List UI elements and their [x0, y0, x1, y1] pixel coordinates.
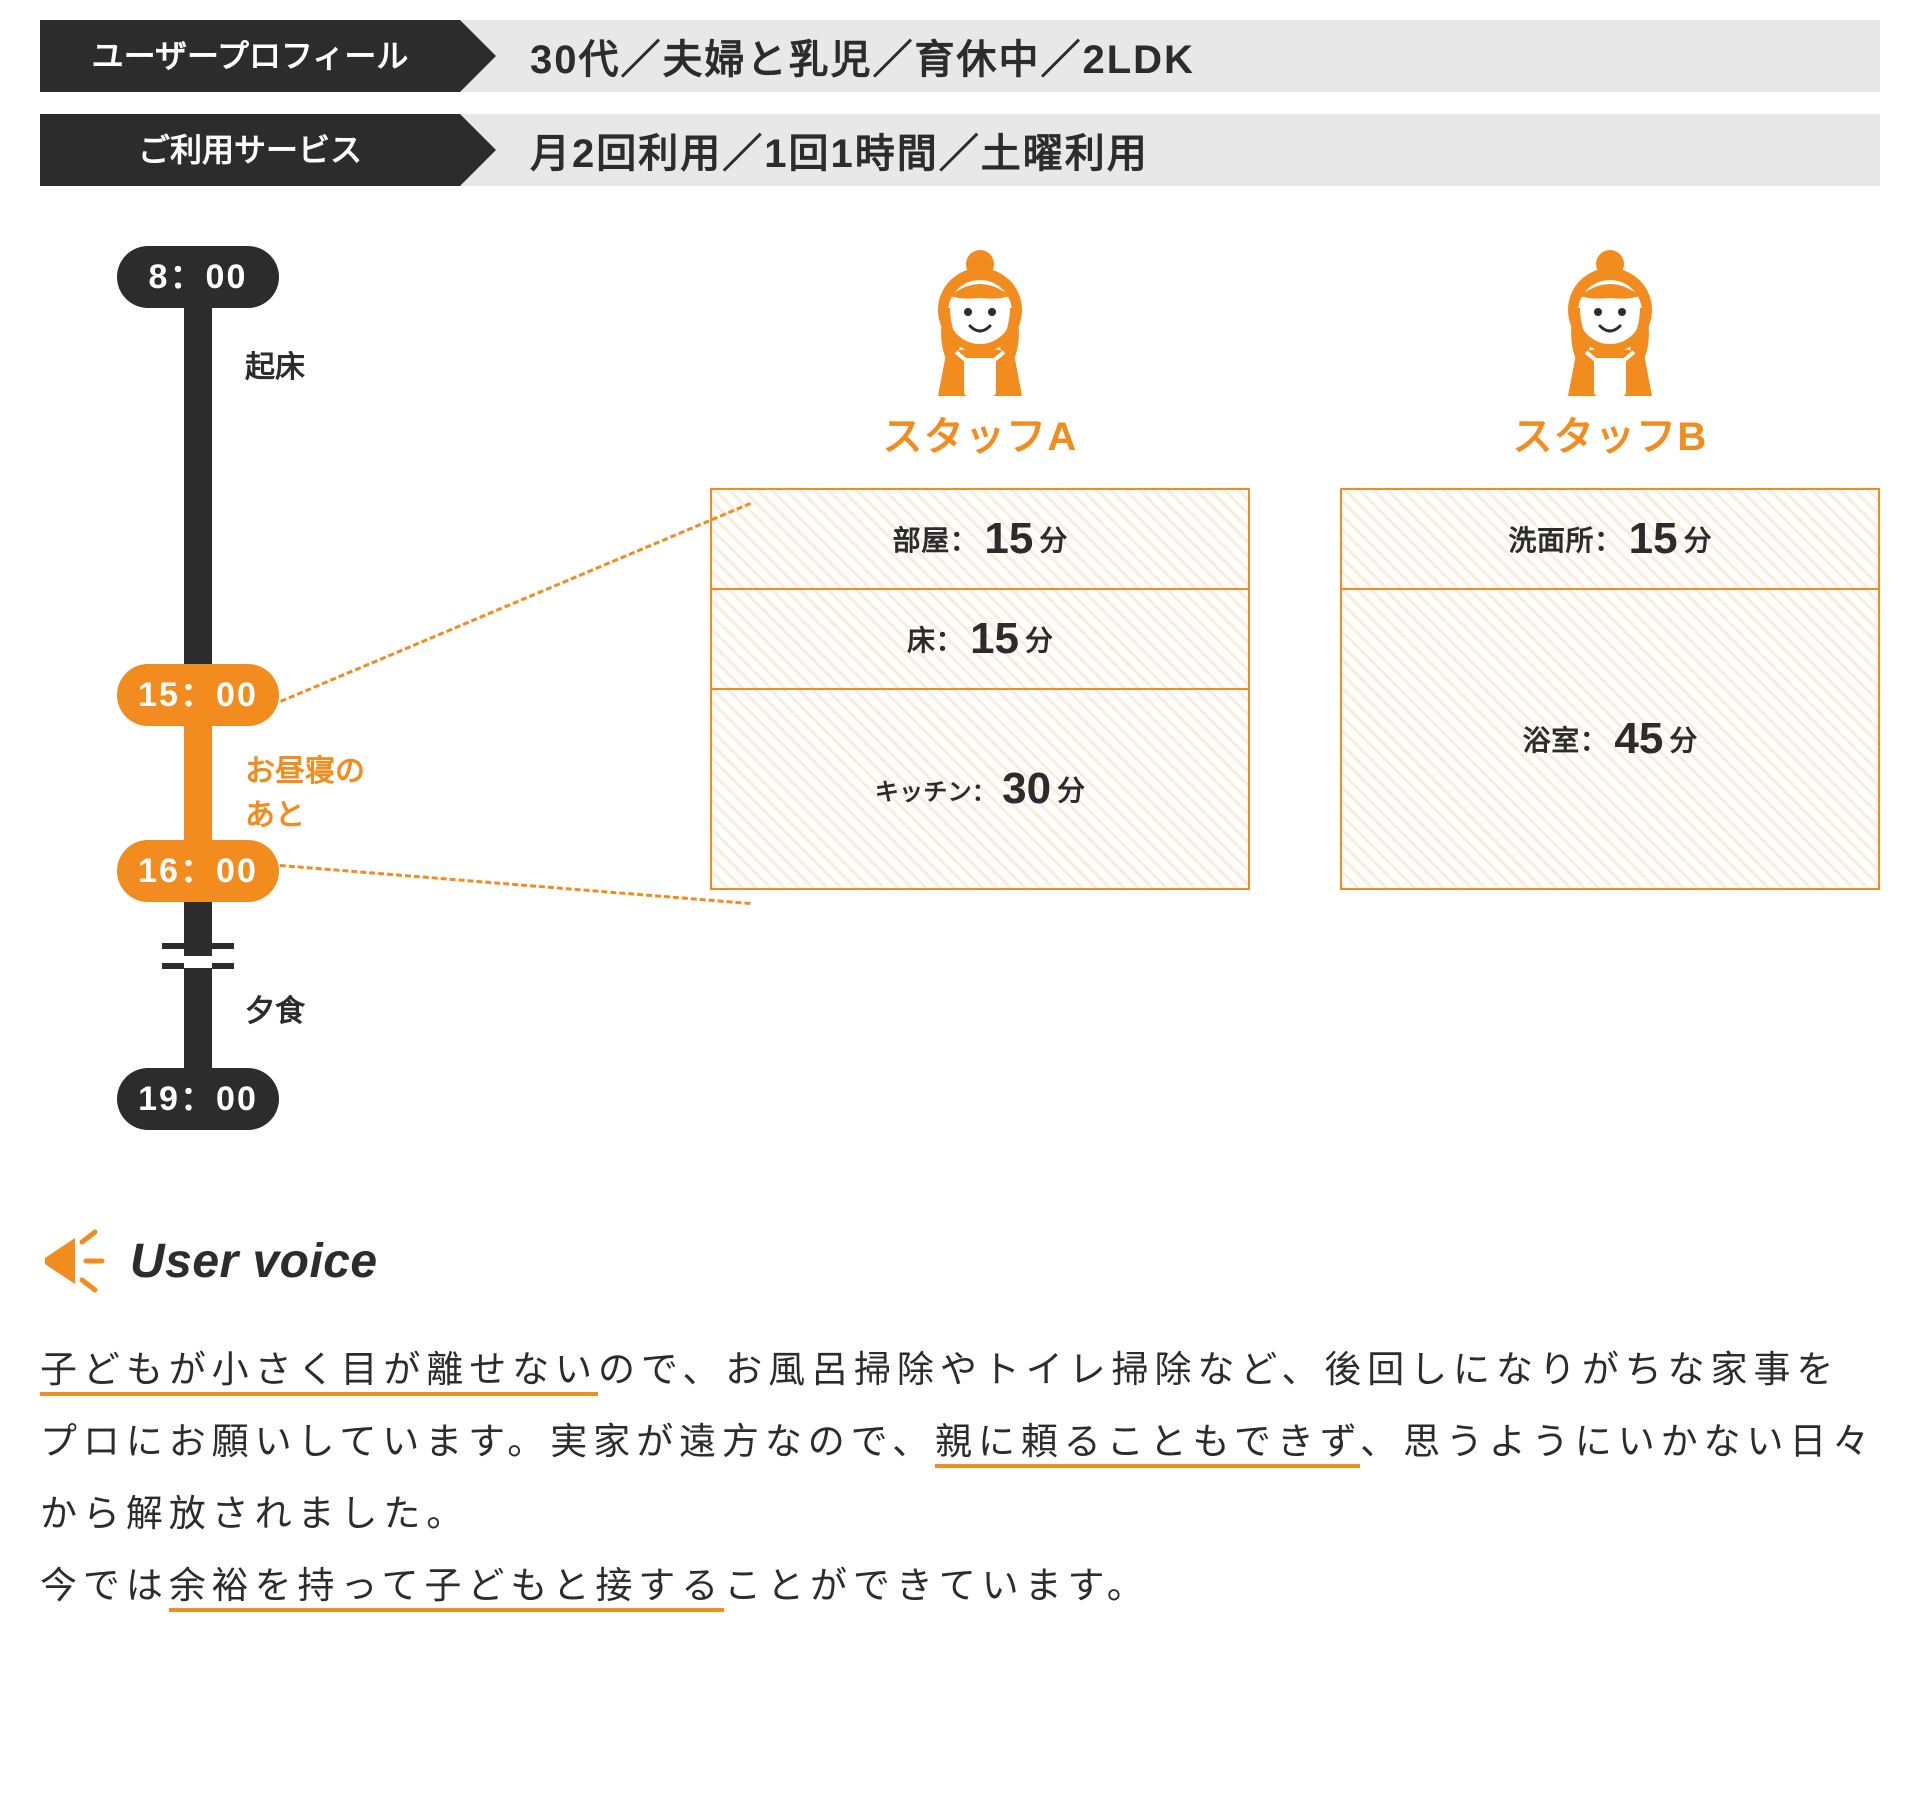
task-unit: 分: [1039, 519, 1067, 559]
service-tag: ご利用サービス: [40, 114, 460, 186]
task-unit: 分: [1025, 619, 1053, 659]
timeline: 8：00 15：00 16：00 19：00 起床お昼寝のあと夕食: [40, 246, 380, 1146]
timeline-break: [184, 956, 212, 968]
profile-text: 30代／夫婦と乳児／育休中／2LDK: [460, 27, 1195, 85]
user-voice-heading: User voice: [40, 1226, 1880, 1296]
time-pill: 19：00: [117, 1068, 279, 1130]
task-cell: 洗面所：15分: [1342, 490, 1878, 590]
megaphone-icon: [40, 1226, 120, 1296]
staff-column: スタッフB洗面所：15分浴室：45分: [1340, 246, 1880, 1146]
task-unit: 分: [1669, 719, 1697, 759]
task-cell: 床：15分: [712, 590, 1248, 690]
time-label: お昼寝のあと: [245, 746, 380, 834]
time-pill: 8：00: [117, 246, 279, 308]
task-minutes: 15: [984, 514, 1033, 564]
task-cell: 部屋：15分: [712, 490, 1248, 590]
staff-name: スタッフA: [883, 404, 1078, 462]
user-voice-section: User voice 子どもが小さく目が離せないので、お風呂掃除やトイレ掃除など…: [40, 1226, 1880, 1623]
task-unit: 分: [1057, 769, 1085, 809]
task-unit: 分: [1684, 519, 1712, 559]
staff-columns: スタッフA部屋：15分床：15分キッチン：30分 スタッフB洗面所：15分浴室：…: [380, 246, 1880, 1146]
staff-icon: [1540, 246, 1680, 396]
staff-avatar: [1540, 246, 1680, 396]
task-label: キッチン：: [875, 772, 996, 807]
user-voice-body: 子どもが小さく目が離せないので、お風呂掃除やトイレ掃除など、後回しになりがちな家…: [40, 1334, 1880, 1623]
user-voice-title: User voice: [130, 1234, 378, 1289]
task-minutes: 15: [1629, 514, 1678, 564]
staff-icon: [910, 246, 1050, 396]
task-box: 部屋：15分床：15分キッチン：30分: [710, 488, 1250, 890]
task-minutes: 45: [1614, 714, 1663, 764]
task-cell: キッチン：30分: [712, 690, 1248, 890]
service-text: 月2回利用／1回1時間／土曜利用: [460, 121, 1149, 179]
time-pill: 15：00: [117, 664, 279, 726]
task-label: 浴室：: [1523, 719, 1609, 759]
time-label: 夕食: [245, 986, 305, 1030]
profile-tag: ユーザープロフィール: [40, 20, 460, 92]
time-pill: 16：00: [117, 840, 279, 902]
schedule-area: 8：0015：0016：0019：00起床お昼寝のあと夕食 スタ: [40, 246, 1880, 1146]
task-cell: 浴室：45分: [1342, 590, 1878, 890]
task-label: 洗面所：: [1508, 519, 1622, 559]
task-box: 洗面所：15分浴室：45分: [1340, 488, 1880, 890]
staff-avatar: [910, 246, 1050, 396]
service-bar: ご利用サービス 月2回利用／1回1時間／土曜利用: [40, 114, 1880, 186]
task-label: 部屋：: [893, 519, 979, 559]
profile-bar: ユーザープロフィール 30代／夫婦と乳児／育休中／2LDK: [40, 20, 1880, 92]
task-label: 床：: [907, 619, 964, 659]
timeline-notch: [162, 943, 234, 949]
task-minutes: 15: [970, 614, 1019, 664]
task-minutes: 30: [1002, 764, 1051, 814]
staff-name: スタッフB: [1513, 404, 1708, 462]
staff-column: スタッフA部屋：15分床：15分キッチン：30分: [710, 246, 1250, 1146]
time-label: 起床: [245, 342, 305, 386]
